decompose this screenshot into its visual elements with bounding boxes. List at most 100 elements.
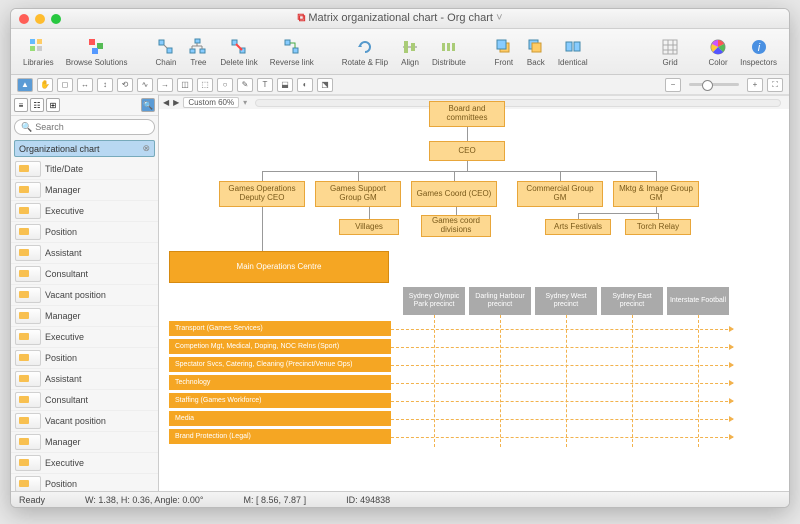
matrix-row-header[interactable]: Staffing (Games Workforce) [169, 393, 391, 408]
tool-14[interactable]: ⬔ [317, 78, 333, 92]
library-item[interactable]: Vacant position [11, 411, 158, 432]
matrix-col-header[interactable]: Darling Harbour precinct [469, 287, 531, 315]
library-item-label: Vacant position [45, 290, 106, 300]
org-node[interactable]: Games Operations Deputy CEO [219, 181, 305, 207]
library-item[interactable]: Assistant [11, 369, 158, 390]
library-header[interactable]: Organizational chart⊗ [14, 140, 155, 157]
status-mouse: M: [ 8.56, 7.87 ] [244, 495, 307, 505]
matrix-row-header[interactable]: Brand Protection (Legal) [169, 429, 391, 444]
matrix-row-line [391, 329, 733, 330]
tool-2[interactable]: ↔ [77, 78, 93, 92]
tb-inspectors[interactable]: iInspectors [736, 37, 781, 67]
shape-thumb-icon [15, 329, 41, 345]
tb-align[interactable]: Align [396, 37, 424, 67]
org-node[interactable]: Torch Relay [625, 219, 691, 235]
shape-thumb-icon [15, 371, 41, 387]
search-input[interactable] [35, 122, 148, 132]
matrix-row-header[interactable]: Transport (Games Services) [169, 321, 391, 336]
tb-browse[interactable]: Browse Solutions [62, 37, 132, 67]
tb-chain[interactable]: Chain [152, 37, 181, 67]
matrix-col-header[interactable]: Interstate Football [667, 287, 729, 315]
tool-5[interactable]: ∿ [137, 78, 153, 92]
tb-delete-link[interactable]: Delete link [216, 37, 261, 67]
close-icon[interactable] [19, 14, 29, 24]
zoom-slider[interactable] [689, 83, 739, 86]
tb-libraries[interactable]: Libraries [19, 37, 58, 67]
hand-tool[interactable]: ✋ [37, 78, 53, 92]
tb-tree[interactable]: Tree [184, 37, 212, 67]
library-item[interactable]: Manager [11, 306, 158, 327]
tool-10[interactable]: ✎ [237, 78, 253, 92]
zoom-fit[interactable]: ⛶ [767, 78, 783, 92]
library-item[interactable]: Title/Date [11, 159, 158, 180]
matrix-col-header[interactable]: Sydney West precinct [535, 287, 597, 315]
tb-back[interactable]: Back [522, 37, 550, 67]
tool-6[interactable]: → [157, 78, 173, 92]
horizontal-scrollbar[interactable] [255, 99, 781, 107]
library-item[interactable]: Position [11, 474, 158, 491]
tool-7[interactable]: ◫ [177, 78, 193, 92]
org-node[interactable]: Games Support Group GM [315, 181, 401, 207]
org-node[interactable]: Games Coord (CEO) [411, 181, 497, 207]
matrix-col-header[interactable]: Sydney Olympic Park precinct [403, 287, 465, 315]
tool-8[interactable]: ⬚ [197, 78, 213, 92]
arrow-icon [729, 434, 734, 440]
tool-4[interactable]: ⟲ [117, 78, 133, 92]
tb-front[interactable]: Front [490, 37, 518, 67]
reverse-link-icon [282, 37, 302, 57]
tool-9[interactable]: ○ [217, 78, 233, 92]
org-node[interactable]: Board and committees [429, 101, 505, 127]
library-item[interactable]: Manager [11, 432, 158, 453]
library-item[interactable]: Manager [11, 180, 158, 201]
zoom-label[interactable]: Custom 60% [183, 97, 239, 108]
library-item[interactable]: Consultant [11, 264, 158, 285]
library-item[interactable]: Executive [11, 201, 158, 222]
tb-grid[interactable]: Grid [656, 37, 684, 67]
tool-13[interactable]: ◐ [297, 78, 313, 92]
matrix-col-header[interactable]: Sydney East precinct [601, 287, 663, 315]
library-item[interactable]: Position [11, 348, 158, 369]
matrix-row-header[interactable]: Competion Mgt, Medical, Doping, NOC Reln… [169, 339, 391, 354]
org-node[interactable]: Games coord divisions [421, 215, 491, 237]
tool-11[interactable]: T [257, 78, 273, 92]
library-item[interactable]: Vacant position [11, 285, 158, 306]
org-node[interactable]: Mktg & Image Group GM [613, 181, 699, 207]
tool-3[interactable]: ↕ [97, 78, 113, 92]
page-prev[interactable]: ◀ [163, 98, 169, 107]
matrix-row-line [391, 401, 733, 402]
zoom-icon[interactable] [51, 14, 61, 24]
org-node[interactable]: Arts Festivals [545, 219, 611, 235]
tb-identical[interactable]: Identical [554, 37, 592, 67]
library-item[interactable]: Executive [11, 327, 158, 348]
library-item[interactable]: Executive [11, 453, 158, 474]
canvas[interactable]: Board and committees CEO Games Operations … [159, 95, 789, 491]
sidebar-search[interactable]: 🔍 [14, 119, 155, 135]
org-node[interactable]: CEO [429, 141, 505, 161]
matrix-row-header[interactable]: Media [169, 411, 391, 426]
tb-color[interactable]: Color [704, 37, 732, 67]
tool-1[interactable]: ◻ [57, 78, 73, 92]
sidebar-tab-search[interactable]: 🔍 [141, 98, 155, 112]
close-icon[interactable]: ⊗ [142, 143, 150, 154]
sidebar-tab-3[interactable]: ⊞ [46, 98, 60, 112]
org-node[interactable]: Villages [339, 219, 399, 235]
tb-rotate[interactable]: Rotate & Flip [338, 37, 392, 67]
zoom-out[interactable]: − [665, 78, 681, 92]
library-item[interactable]: Assistant [11, 243, 158, 264]
delete-link-icon [229, 37, 249, 57]
library-item[interactable]: Consultant [11, 390, 158, 411]
matrix-row-header[interactable]: Spectator Svcs, Catering, Cleaning (Prec… [169, 357, 391, 372]
zoom-in[interactable]: + [747, 78, 763, 92]
page-next[interactable]: ▶ [173, 98, 179, 107]
minimize-icon[interactable] [35, 14, 45, 24]
tool-12[interactable]: ⬓ [277, 78, 293, 92]
tb-distribute[interactable]: Distribute [428, 37, 470, 67]
sidebar-tab-1[interactable]: ≡ [14, 98, 28, 112]
matrix-row-header[interactable]: Technology [169, 375, 391, 390]
org-node[interactable]: Main Operations Centre [169, 251, 389, 283]
tb-reverse-link[interactable]: Reverse link [266, 37, 318, 67]
org-node[interactable]: Commercial Group GM [517, 181, 603, 207]
sidebar-tab-2[interactable]: ☷ [30, 98, 44, 112]
cursor-tool[interactable]: ▲ [17, 78, 33, 92]
library-item[interactable]: Position [11, 222, 158, 243]
